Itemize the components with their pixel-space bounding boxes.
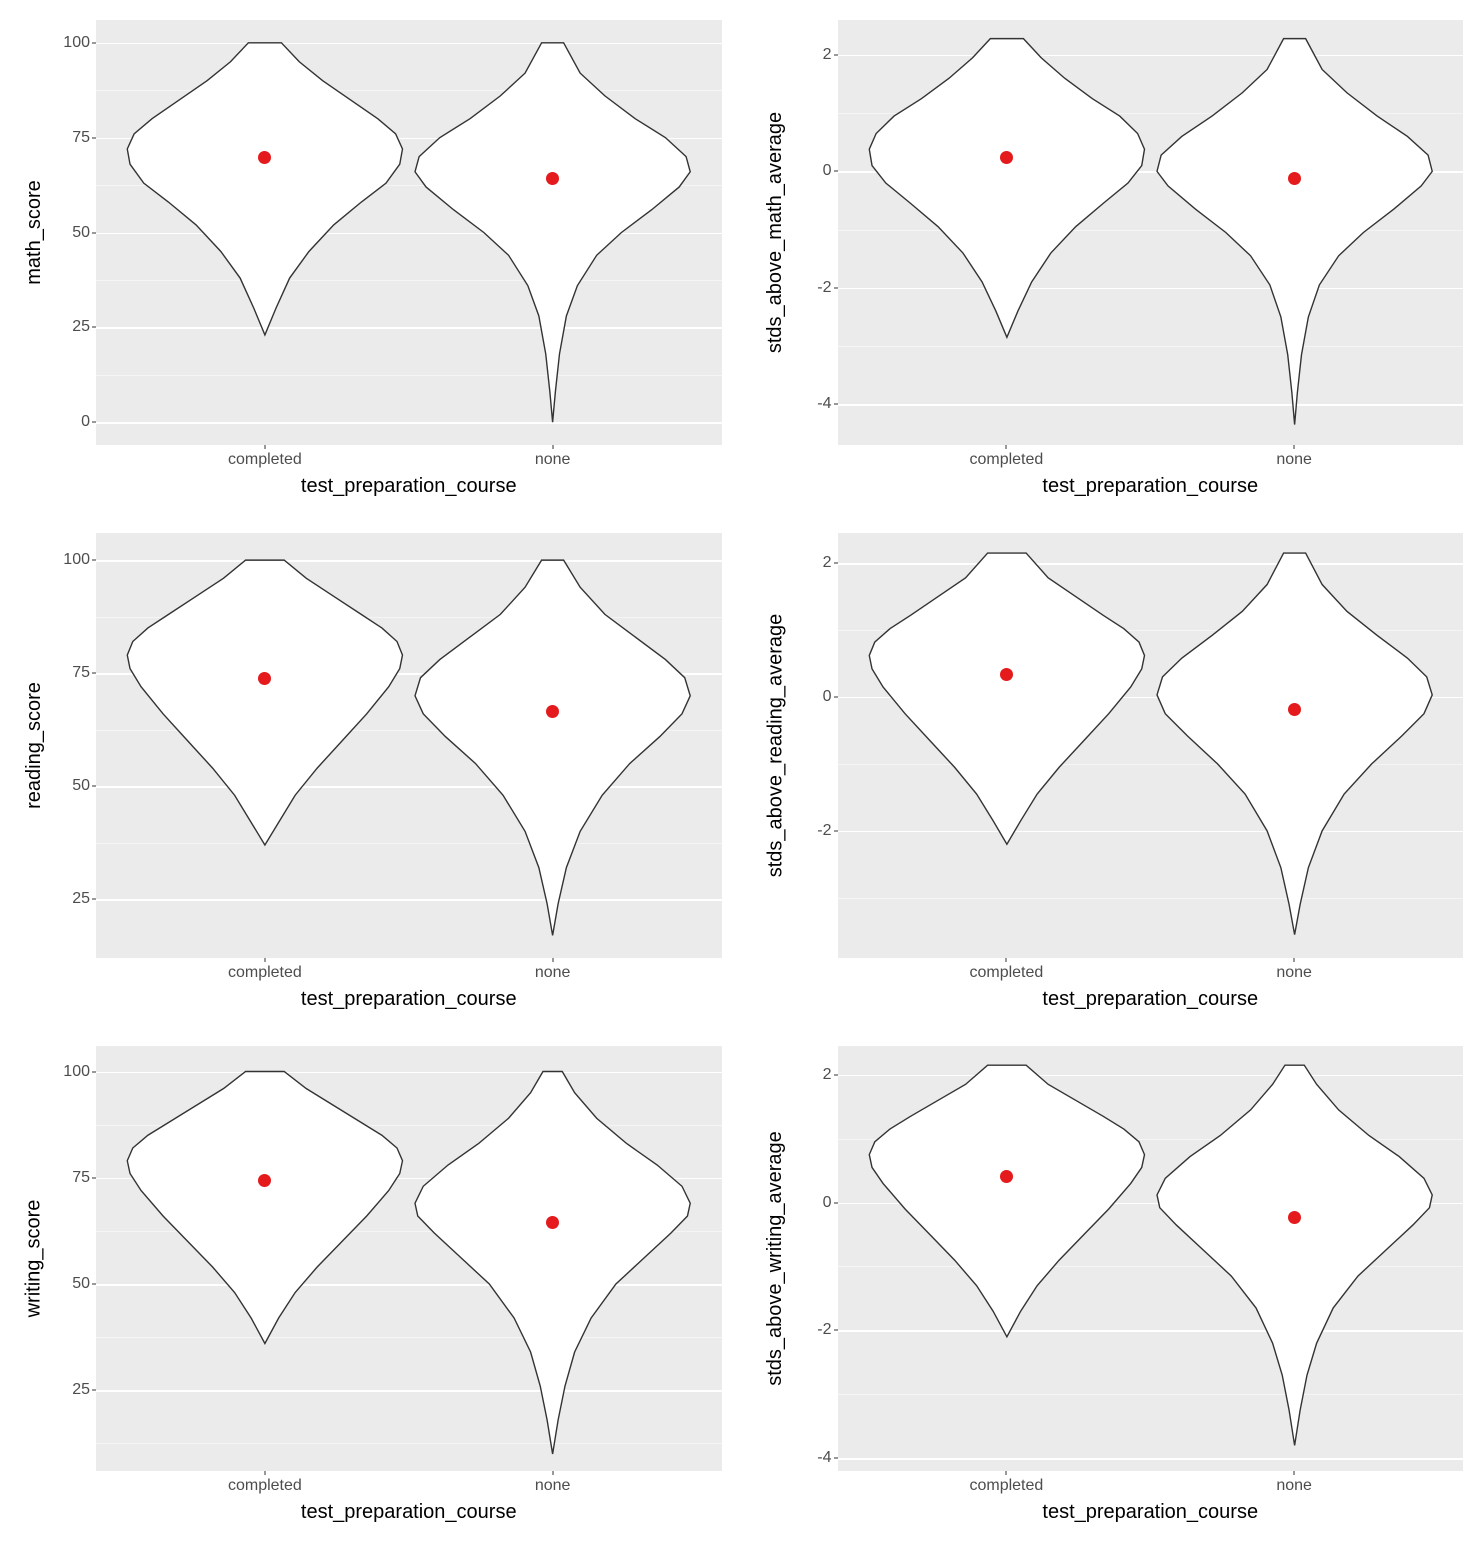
y-tick-label: 100 [63,34,90,52]
y-tick-label: 2 [823,554,832,572]
x-axis-label: test_preparation_course [96,1501,722,1529]
violin-none [1157,39,1432,425]
x-tick-label: none [535,964,571,982]
plot-area [838,533,1464,958]
y-tick-label: 2 [823,1066,832,1084]
mean-dot-completed [1000,151,1013,164]
y-tick-label: 50 [72,1275,90,1293]
y-tick-label: 0 [81,413,90,431]
y-axis-label: stds_above_writing_average [764,1131,787,1386]
y-tick-label: 75 [72,129,90,147]
x-axis-label: test_preparation_course [96,475,722,503]
panel-stds-math: stds_above_math_average -4 -2 0 2 completed no… [762,20,1464,503]
panel-reading-score: reading_score 25 50 75 100 completed none test_… [20,533,722,1016]
mean-dot-none [1288,172,1301,185]
mean-dot-none [546,1216,559,1229]
y-tick-label: 0 [823,162,832,180]
x-tick-label: completed [969,964,1043,982]
y-tick-label: 25 [72,1381,90,1399]
violin-none [415,43,690,422]
violin-none [1157,553,1432,934]
y-axis-label: stds_above_reading_average [764,614,787,878]
mean-dot-completed [258,672,271,685]
violin-completed [869,1065,1144,1337]
violin-none [415,1072,690,1455]
violin-completed [127,560,402,845]
x-tick-label: completed [228,451,302,469]
mean-dot-none [1288,703,1301,716]
y-tick-label: 50 [72,777,90,795]
y-tick-label: 0 [823,688,832,706]
y-axis-label: math_score [23,180,46,285]
x-tick-label: none [1276,964,1312,982]
x-tick-label: completed [969,451,1043,469]
plot-area [838,20,1464,445]
x-axis-label: test_preparation_course [838,1501,1464,1529]
y-axis-label: reading_score [23,682,46,809]
x-axis-label: test_preparation_course [838,475,1464,503]
violin-completed [127,1072,402,1344]
y-tick-label: -2 [817,1321,831,1339]
y-tick-label: 75 [72,664,90,682]
y-axis-label: stds_above_math_average [764,112,787,353]
panel-math-score: math_score 0 25 50 75 100 completed none test_pr… [20,20,722,503]
y-tick-label: 100 [63,551,90,569]
y-tick-label: 75 [72,1169,90,1187]
panel-stds-writing: stds_above_writing_average -4 -2 0 2 complete… [762,1046,1464,1529]
x-tick-label: none [1276,451,1312,469]
violin-completed [869,39,1144,338]
panel-writing-score: writing_score 25 50 75 100 completed none test_… [20,1046,722,1529]
y-tick-label: -4 [817,1449,831,1467]
x-tick-label: completed [228,964,302,982]
plot-area [96,533,722,958]
y-tick-label: 2 [823,46,832,64]
violin-none [1157,1065,1432,1445]
y-tick-label: 25 [72,318,90,336]
plot-area [96,1046,722,1471]
x-tick-label: none [535,451,571,469]
y-tick-label: 25 [72,890,90,908]
y-tick-label: 100 [63,1063,90,1081]
y-tick-label: -4 [817,395,831,413]
y-tick-label: -2 [817,822,831,840]
violin-completed [127,43,402,335]
violin-none [415,560,690,935]
plot-area [838,1046,1464,1471]
x-tick-label: completed [228,1477,302,1495]
y-tick-label: -2 [817,279,831,297]
y-tick-label: 0 [823,1194,832,1212]
x-tick-label: none [1276,1477,1312,1495]
y-tick-label: 50 [72,224,90,242]
x-axis-label: test_preparation_course [96,988,722,1016]
plot-area [96,20,722,445]
x-tick-label: none [535,1477,571,1495]
mean-dot-none [1288,1211,1301,1224]
chart-grid: math_score 0 25 50 75 100 completed none test_pr… [20,20,1463,1529]
panel-stds-reading: stds_above_reading_average -2 0 2 completed n… [762,533,1464,1016]
mean-dot-completed [1000,1170,1013,1183]
x-tick-label: completed [969,1477,1043,1495]
violin-completed [869,553,1144,844]
x-axis-label: test_preparation_course [838,988,1464,1016]
y-axis-label: writing_score [23,1200,46,1318]
